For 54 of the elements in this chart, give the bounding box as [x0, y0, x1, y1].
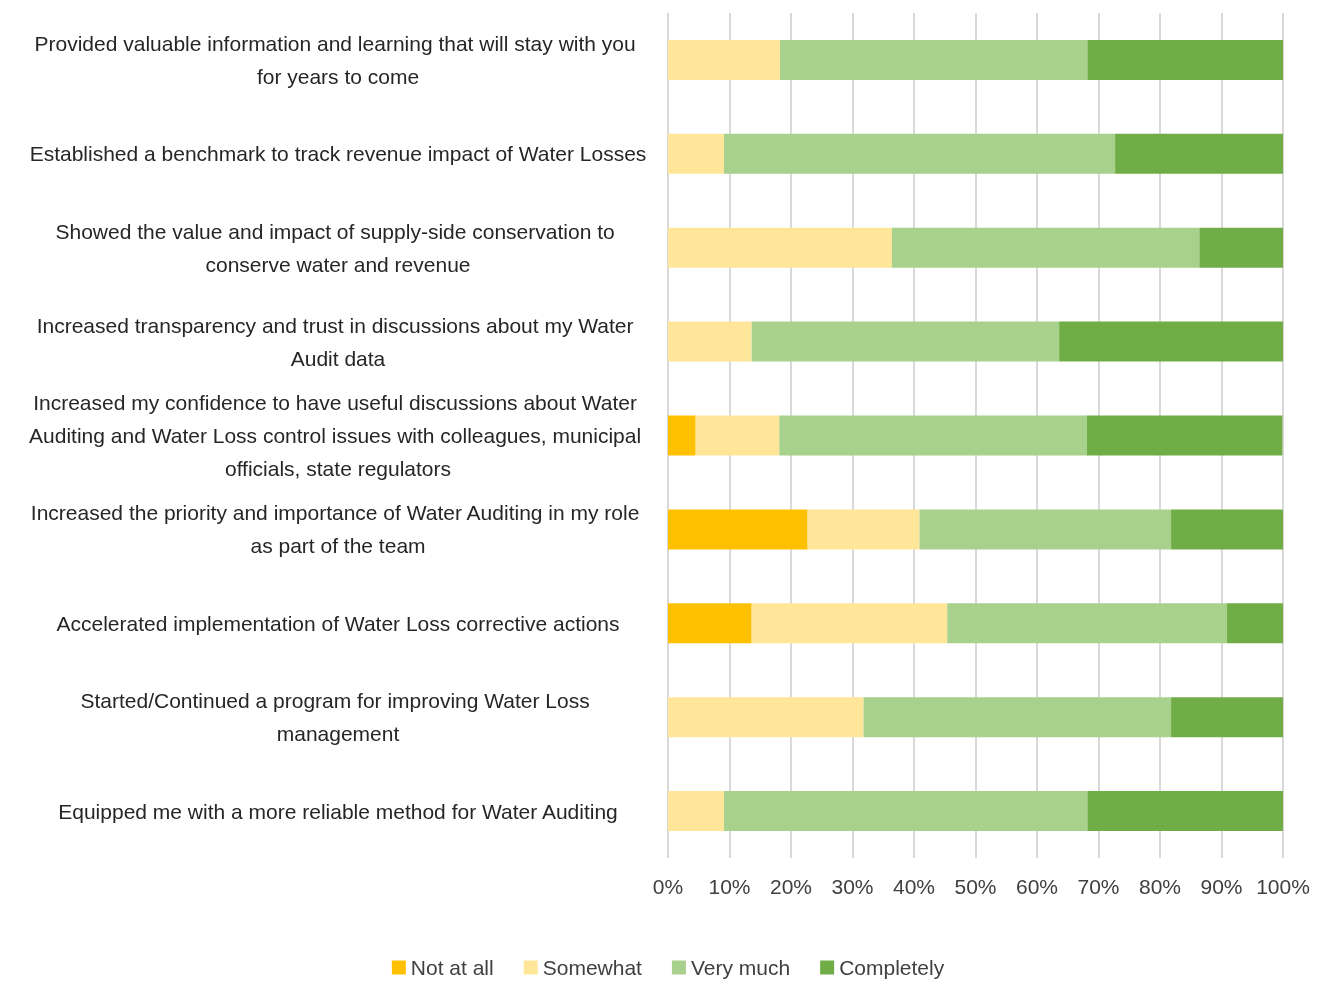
bar [668, 415, 696, 456]
bar [668, 509, 808, 550]
y-tick-label: Increased the priority and importance of Water Auditing in my role as part of the team [30, 501, 646, 558]
bar [779, 39, 1088, 80]
bar [1087, 791, 1283, 832]
x-tick-label: 60% [1015, 875, 1059, 898]
bar [863, 697, 1172, 738]
bar [723, 133, 1116, 174]
x-tick-label: 40% [892, 875, 936, 898]
bar [668, 603, 752, 644]
x-tick-label: 100% [1256, 875, 1310, 898]
bar [1086, 415, 1283, 456]
y-tick-label: Increased my confidence to have useful discussions about Water Auditing and Water Loss control issues with colleagues, municipal officials, state regulators [29, 391, 647, 480]
legend-label: Very much [690, 956, 791, 979]
x-tick-label: 30% [831, 875, 874, 898]
bar [807, 509, 920, 550]
bar [668, 791, 724, 832]
bar [723, 791, 1088, 832]
bar [1171, 509, 1283, 550]
x-tick-label: 10% [708, 875, 751, 898]
y-tick-label: Established a benchmark to track revenue impact of Water Losses [29, 142, 647, 166]
bar [668, 321, 752, 362]
bar [891, 227, 1200, 268]
bar [1199, 227, 1283, 268]
x-tick-label: 20% [769, 875, 813, 898]
y-tick-label: Showed the value and impact of supply-side conservation to conserve water and revenue [55, 219, 621, 276]
y-tick-label: Provided valuable information and learning that will stay with you for years to come [34, 31, 642, 88]
bar [1171, 697, 1283, 738]
x-tick-label: 0% [652, 875, 684, 898]
bar [668, 39, 780, 80]
y-tick-label: Accelerated implementation of Water Loss corrective actions [56, 611, 620, 635]
y-tick-label: Started/Continued a program for improving Water Loss management [80, 689, 596, 746]
bar [1087, 39, 1283, 80]
bar [779, 415, 1087, 456]
bar [695, 415, 780, 456]
bar [1059, 321, 1283, 362]
y-tick-label: Increased transparency and trust in discussions about my Water Audit data [36, 313, 640, 370]
bar [668, 133, 724, 174]
bar [919, 509, 1172, 550]
legend-label: Not at all [410, 956, 494, 979]
y-tick-label: Equipped me with a more reliable method for Water Auditing [58, 799, 618, 823]
x-tick-label: 90% [1200, 875, 1243, 898]
bar [668, 697, 864, 738]
bar [751, 603, 948, 644]
bar [668, 227, 892, 268]
x-tick-label: 80% [1138, 875, 1182, 898]
bar [947, 603, 1228, 644]
bar [1227, 603, 1283, 644]
bar [751, 321, 1060, 362]
x-tick-label: 70% [1077, 875, 1120, 898]
x-tick-label: 50% [954, 875, 997, 898]
legend-label: Completely [839, 956, 945, 979]
bar [1115, 133, 1283, 174]
legend-label: Somewhat [542, 956, 643, 979]
